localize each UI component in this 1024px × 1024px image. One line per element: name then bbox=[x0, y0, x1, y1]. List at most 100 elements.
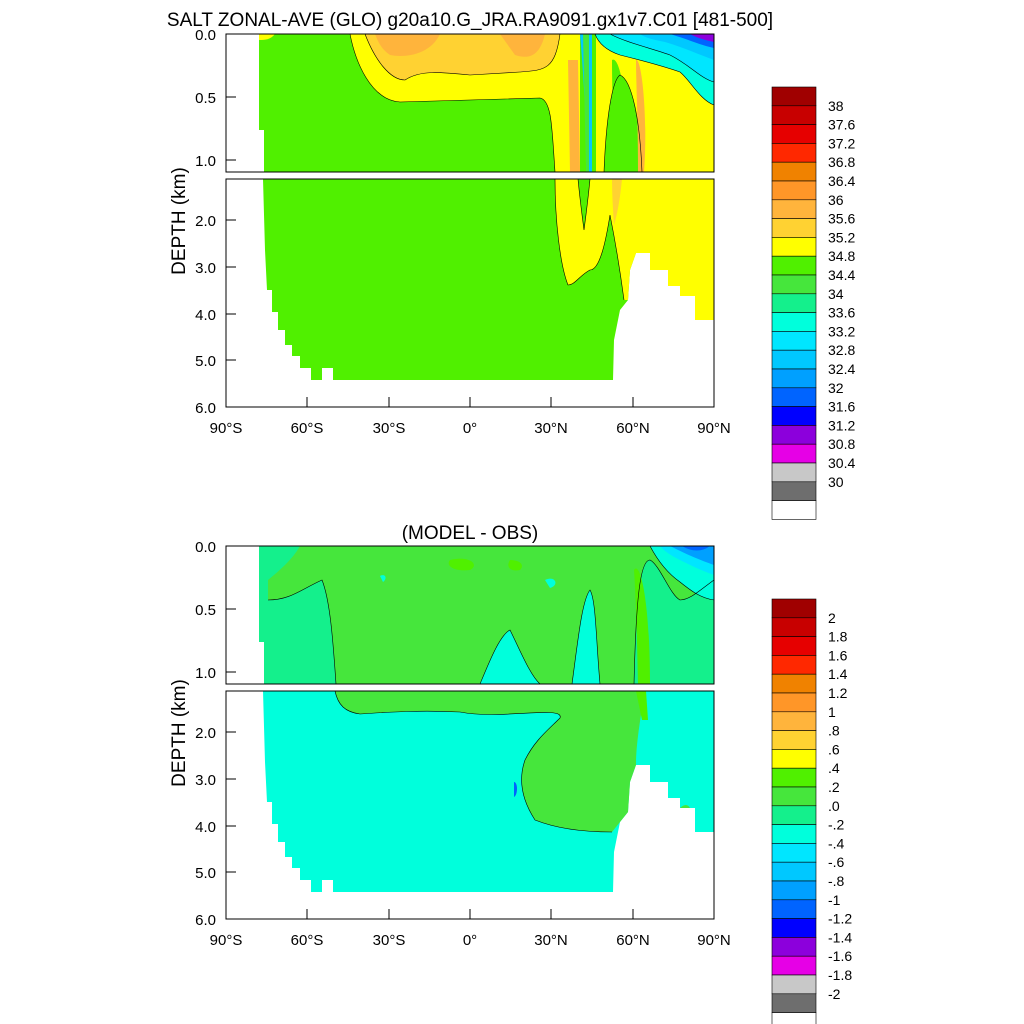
colorbar-label: 31.2 bbox=[828, 417, 855, 433]
y-tick-label: 5.0 bbox=[195, 353, 216, 370]
colorbar-label: 33.6 bbox=[828, 305, 855, 321]
colorbar-label: -2 bbox=[828, 986, 841, 1002]
colorbar-label: -1.8 bbox=[828, 967, 852, 983]
colorbar-label: 1.6 bbox=[828, 647, 848, 663]
colorbar-label: -.4 bbox=[828, 835, 845, 851]
colorbar-label: 36 bbox=[828, 192, 844, 208]
colorbar-swatch bbox=[771, 899, 817, 919]
region-north-atlantic-deep bbox=[555, 179, 714, 320]
colorbar-label: .0 bbox=[828, 798, 840, 814]
colorbar-label: 30.4 bbox=[828, 455, 855, 471]
colorbar-swatch bbox=[771, 237, 817, 257]
panel-difference: (MODEL - OBS) bbox=[169, 523, 852, 1024]
y-tick-label: 0.0 bbox=[195, 539, 216, 556]
colorbar-swatch bbox=[771, 636, 817, 656]
colorbar-swatch bbox=[771, 406, 817, 426]
colorbar-swatch bbox=[771, 730, 817, 750]
y-tick-label: 5.0 bbox=[195, 865, 216, 882]
colorbar-label: 35.2 bbox=[828, 229, 855, 245]
colorbar-swatch bbox=[771, 974, 817, 995]
chart-title: SALT ZONAL-AVE (GLO) g20a10.G_JRA.RA9091… bbox=[167, 10, 773, 31]
plot-upper bbox=[225, 545, 715, 685]
y-tick-label: 1.0 bbox=[195, 153, 216, 170]
colorbar-swatch bbox=[771, 655, 817, 675]
colorbar-label: -.6 bbox=[828, 854, 845, 870]
colorbar-label: 35.6 bbox=[828, 211, 855, 227]
y-tick-label: 6.0 bbox=[195, 400, 216, 417]
colorbar-label: -1 bbox=[828, 892, 841, 908]
colorbar-swatch bbox=[771, 805, 817, 825]
colorbar-swatch bbox=[771, 918, 817, 938]
colorbar-swatch bbox=[771, 349, 817, 370]
colorbar-swatch bbox=[771, 749, 817, 769]
colorbar-label: 36.8 bbox=[828, 154, 855, 170]
colorbar-label: .4 bbox=[828, 760, 840, 776]
plot-upper bbox=[225, 33, 715, 173]
colorbar-swatch bbox=[771, 767, 817, 788]
colorbar-label: 36.4 bbox=[828, 173, 855, 189]
colorbar-label: 34.4 bbox=[828, 267, 855, 283]
colorbar-label: 1 bbox=[828, 704, 836, 720]
colorbar-swatch bbox=[771, 824, 817, 844]
x-tick-label: 90°S bbox=[210, 420, 243, 437]
y-tick-label: 3.0 bbox=[195, 260, 216, 277]
colorbar-label: -1.2 bbox=[828, 911, 852, 927]
y-tick-label: 4.0 bbox=[195, 819, 216, 836]
colorbar-swatch bbox=[771, 199, 817, 219]
panel-salinity: SALT ZONAL-AVE (GLO) g20a10.G_JRA.RA9091… bbox=[167, 10, 855, 520]
colorbar-label: 30.8 bbox=[828, 436, 855, 452]
colorbar-swatch bbox=[771, 86, 817, 107]
colorbar-label: .2 bbox=[828, 779, 840, 795]
colorbar-label: -1.6 bbox=[828, 948, 852, 964]
colorbar-swatch bbox=[771, 843, 817, 863]
y-tick-label: 2.0 bbox=[195, 213, 216, 230]
colorbar: 38 37.6 37.2 36.8 36.4 36 35.6 35.2 34.8 34.4 34 33… bbox=[771, 86, 855, 520]
x-tick-label: 60°S bbox=[291, 932, 324, 949]
colorbar-label: 32.8 bbox=[828, 342, 855, 358]
colorbar-swatch bbox=[771, 955, 817, 976]
colorbar-label: 30 bbox=[828, 474, 844, 490]
colorbar-swatch bbox=[771, 500, 817, 520]
y-tick-label: 4.0 bbox=[195, 307, 216, 324]
colorbar-label: 2 bbox=[828, 610, 836, 626]
colorbar-swatch bbox=[771, 880, 817, 901]
x-tick-label: 90°N bbox=[697, 932, 731, 949]
colorbar-label: 32.4 bbox=[828, 361, 855, 377]
colorbar-label: -.2 bbox=[828, 817, 845, 833]
colorbar-swatch bbox=[771, 274, 817, 295]
x-tick-label: 60°S bbox=[291, 420, 324, 437]
colorbar-swatch bbox=[771, 161, 817, 182]
colorbar-label: .6 bbox=[828, 741, 840, 757]
y-tick-label: 0.0 bbox=[195, 27, 216, 44]
y-tick-label: 0.5 bbox=[195, 90, 216, 107]
colorbar-swatch bbox=[771, 331, 817, 351]
x-tick-label: 0° bbox=[463, 420, 477, 437]
colorbar-label: 1.8 bbox=[828, 629, 848, 645]
region-positive-deep bbox=[335, 691, 645, 832]
region-positive-upper bbox=[268, 546, 714, 684]
y-tick-label: 6.0 bbox=[195, 912, 216, 929]
colorbar-label: -1.4 bbox=[828, 929, 852, 945]
colorbar-swatch bbox=[771, 481, 817, 501]
y-tick-label: 1.0 bbox=[195, 665, 216, 682]
colorbar-swatch bbox=[771, 462, 817, 483]
colorbar: 21.81.61.41.21.8.6.4.2.0-.2-.4-.6-.8-1-1… bbox=[771, 598, 852, 1024]
colorbar-swatch bbox=[771, 598, 817, 619]
x-tick-label: 30°S bbox=[373, 420, 406, 437]
y-tick-label: 3.0 bbox=[195, 772, 216, 789]
x-tick-label: 30°N bbox=[534, 932, 568, 949]
colorbar-swatch bbox=[771, 425, 817, 445]
colorbar-swatch bbox=[771, 312, 817, 332]
x-tick-label: 90°S bbox=[210, 932, 243, 949]
y-axis-label: DEPTH (km) bbox=[169, 679, 190, 787]
colorbar-label: 1.4 bbox=[828, 666, 848, 682]
y-axis bbox=[226, 33, 236, 408]
colorbar-swatch bbox=[771, 218, 817, 238]
colorbar-label: 32 bbox=[828, 380, 844, 396]
colorbar-label: 31.6 bbox=[828, 399, 855, 415]
x-tick-label: 90°N bbox=[697, 420, 731, 437]
colorbar-swatch bbox=[771, 443, 817, 464]
y-axis-label: DEPTH (km) bbox=[169, 167, 190, 275]
colorbar-swatch bbox=[771, 293, 817, 313]
